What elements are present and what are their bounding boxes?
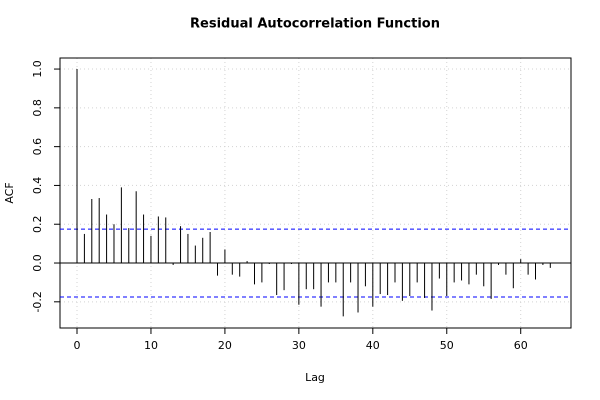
x-tick-label: 0 <box>74 339 81 352</box>
x-tick-label: 60 <box>514 339 528 352</box>
y-tick-label: 0.8 <box>31 99 44 117</box>
y-tick-label: 0.0 <box>31 254 44 272</box>
x-tick-label: 20 <box>218 339 232 352</box>
x-tick-label: 40 <box>366 339 380 352</box>
y-axis-label: ACF <box>3 182 16 203</box>
x-tick-label: 30 <box>292 339 306 352</box>
y-tick-label: 1.0 <box>31 60 44 78</box>
x-axis-label: Lag <box>305 371 325 384</box>
y-tick-label: 0.4 <box>31 177 44 195</box>
x-tick-label: 50 <box>440 339 454 352</box>
y-tick-label: -0.2 <box>31 291 44 312</box>
chart-title: Residual Autocorrelation Function <box>190 17 440 32</box>
x-tick-label: 10 <box>144 339 158 352</box>
plot-frame <box>59 57 572 329</box>
y-tick-label: 0.6 <box>31 138 44 156</box>
y-tick-label: 0.2 <box>31 215 44 233</box>
